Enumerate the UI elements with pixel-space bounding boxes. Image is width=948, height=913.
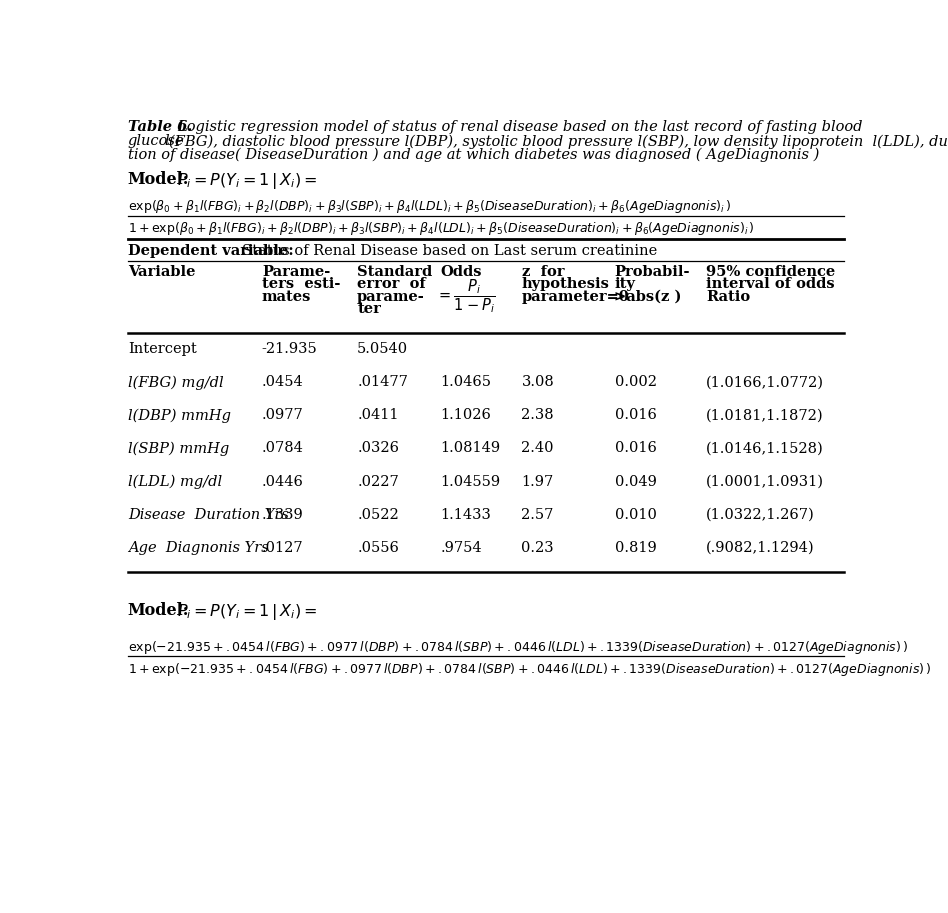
Text: .0556: .0556	[357, 540, 399, 555]
Text: 3.08: 3.08	[521, 375, 555, 389]
Text: hypothesis: hypothesis	[521, 278, 610, 291]
Text: Disease  Duration Yrs: Disease Duration Yrs	[128, 508, 289, 521]
Text: parame-: parame-	[357, 289, 425, 304]
Text: 1.04559: 1.04559	[440, 475, 501, 488]
Text: parameter=0: parameter=0	[521, 289, 629, 304]
Text: 0.049: 0.049	[614, 475, 656, 488]
Text: -21.935: -21.935	[262, 342, 318, 356]
Text: (1.0181,1.1872): (1.0181,1.1872)	[706, 408, 824, 423]
Text: ity: ity	[614, 278, 635, 291]
Text: .0326: .0326	[357, 441, 399, 456]
Text: interval of odds: interval of odds	[706, 278, 834, 291]
Text: (1.0166,1.0772): (1.0166,1.0772)	[706, 375, 824, 389]
Text: l(DBP) mmHg: l(DBP) mmHg	[128, 408, 230, 423]
Text: Status of Renal Disease based on Last serum creatinine: Status of Renal Disease based on Last se…	[243, 244, 658, 257]
Text: 0.016: 0.016	[614, 408, 656, 423]
Text: glucose: glucose	[128, 134, 184, 148]
Text: .0227: .0227	[357, 475, 399, 488]
Text: 95% confidence: 95% confidence	[706, 265, 835, 279]
Text: 1.1026: 1.1026	[440, 408, 491, 423]
Text: Table 6.: Table 6.	[128, 121, 192, 134]
Text: $P_i = P(Y_i = 1\,|\, X_i) =$: $P_i = P(Y_i = 1\,|\, X_i) =$	[177, 171, 318, 191]
Text: 0.002: 0.002	[614, 375, 657, 389]
Text: tion of disease( DiseaseDuration ) and age at which diabetes was diagnosed ( Age: tion of disease( DiseaseDuration ) and a…	[128, 148, 819, 163]
Text: (1.0322,1.267): (1.0322,1.267)	[706, 508, 814, 521]
Text: 0.010: 0.010	[614, 508, 656, 521]
Text: $\mathrm{exp}(-21.935 + .0454\,l(FBG) + .0977\,l(DBP) + .0784\,l(SBP) + .0446\,l: $\mathrm{exp}(-21.935 + .0454\,l(FBG) + …	[128, 639, 908, 656]
Text: 2.40: 2.40	[521, 441, 554, 456]
Text: Standard: Standard	[357, 265, 432, 279]
Text: ters  esti-: ters esti-	[262, 278, 340, 291]
Text: >abs(z ): >abs(z )	[614, 289, 682, 304]
Text: (FBG), diastolic blood pressure l(DBP), systolic blood pressure l(SBP), low dens: (FBG), diastolic blood pressure l(DBP), …	[169, 134, 948, 149]
Text: Model:: Model:	[128, 603, 190, 619]
Text: (.9082,1.1294): (.9082,1.1294)	[706, 540, 814, 555]
Text: .0446: .0446	[262, 475, 303, 488]
Text: Logistic regression model of status of renal disease based on the last record of: Logistic regression model of status of r…	[177, 121, 863, 134]
Text: 1.0465: 1.0465	[440, 375, 491, 389]
Text: .0411: .0411	[357, 408, 399, 423]
Text: 1.1433: 1.1433	[440, 508, 491, 521]
Text: Probabil-: Probabil-	[614, 265, 690, 279]
Text: ter: ter	[357, 302, 381, 316]
Text: Dependent variable:: Dependent variable:	[128, 244, 294, 257]
Text: $=\dfrac{P_i}{1-P_i}$: $=\dfrac{P_i}{1-P_i}$	[436, 278, 496, 315]
Text: .0977: .0977	[262, 408, 303, 423]
Text: 5.0540: 5.0540	[357, 342, 409, 356]
Text: .0127: .0127	[262, 540, 303, 555]
Text: .1339: .1339	[262, 508, 303, 521]
Text: 1.97: 1.97	[521, 475, 554, 488]
Text: Variable: Variable	[128, 265, 195, 279]
Text: .01477: .01477	[357, 375, 408, 389]
Text: .0522: .0522	[357, 508, 399, 521]
Text: .0454: .0454	[262, 375, 303, 389]
Text: (1.0001,1.0931): (1.0001,1.0931)	[706, 475, 824, 488]
Text: l(LDL) mg/dl: l(LDL) mg/dl	[128, 475, 222, 489]
Text: 2.38: 2.38	[521, 408, 555, 423]
Text: .9754: .9754	[440, 540, 482, 555]
Text: z  for: z for	[521, 265, 564, 279]
Text: Age  Diagnonis Yrs: Age Diagnonis Yrs	[128, 540, 268, 555]
Text: Parame-: Parame-	[262, 265, 330, 279]
Text: 1.08149: 1.08149	[440, 441, 501, 456]
Text: l(FBG) mg/dl: l(FBG) mg/dl	[128, 375, 224, 390]
Text: Odds: Odds	[440, 265, 482, 279]
Text: error  of: error of	[357, 278, 426, 291]
Text: l: l	[164, 134, 169, 148]
Text: l(SBP) mmHg: l(SBP) mmHg	[128, 441, 229, 456]
Text: Ratio: Ratio	[706, 289, 750, 304]
Text: .0784: .0784	[262, 441, 303, 456]
Text: $P_i = P(Y_i = 1\,|\, X_i) =$: $P_i = P(Y_i = 1\,|\, X_i) =$	[177, 603, 318, 623]
Text: 0.016: 0.016	[614, 441, 656, 456]
Text: 2.57: 2.57	[521, 508, 554, 521]
Text: $1 + \mathrm{exp}(\beta_0 + \beta_1 l(FBG)_i + \beta_2 l(DBP)_i + \beta_3 l(SBP): $1 + \mathrm{exp}(\beta_0 + \beta_1 l(FB…	[128, 220, 755, 236]
Text: Model:: Model:	[128, 171, 190, 188]
Text: 0.23: 0.23	[521, 540, 555, 555]
Text: (1.0146,1.1528): (1.0146,1.1528)	[706, 441, 824, 456]
Text: mates: mates	[262, 289, 311, 304]
Text: $1 + \mathrm{exp}(-21.935 + .0454\,l(FBG) + .0977\,l(DBP) + .0784\,l(SBP) + .044: $1 + \mathrm{exp}(-21.935 + .0454\,l(FBG…	[128, 661, 931, 677]
Text: $\mathrm{exp}(\beta_0 + \beta_1 l(FBG)_i + \beta_2 l(DBP)_i + \beta_3 l(SBP)_i +: $\mathrm{exp}(\beta_0 + \beta_1 l(FBG)_i…	[128, 198, 731, 215]
Text: Intercept: Intercept	[128, 342, 196, 356]
Text: 0.819: 0.819	[614, 540, 656, 555]
